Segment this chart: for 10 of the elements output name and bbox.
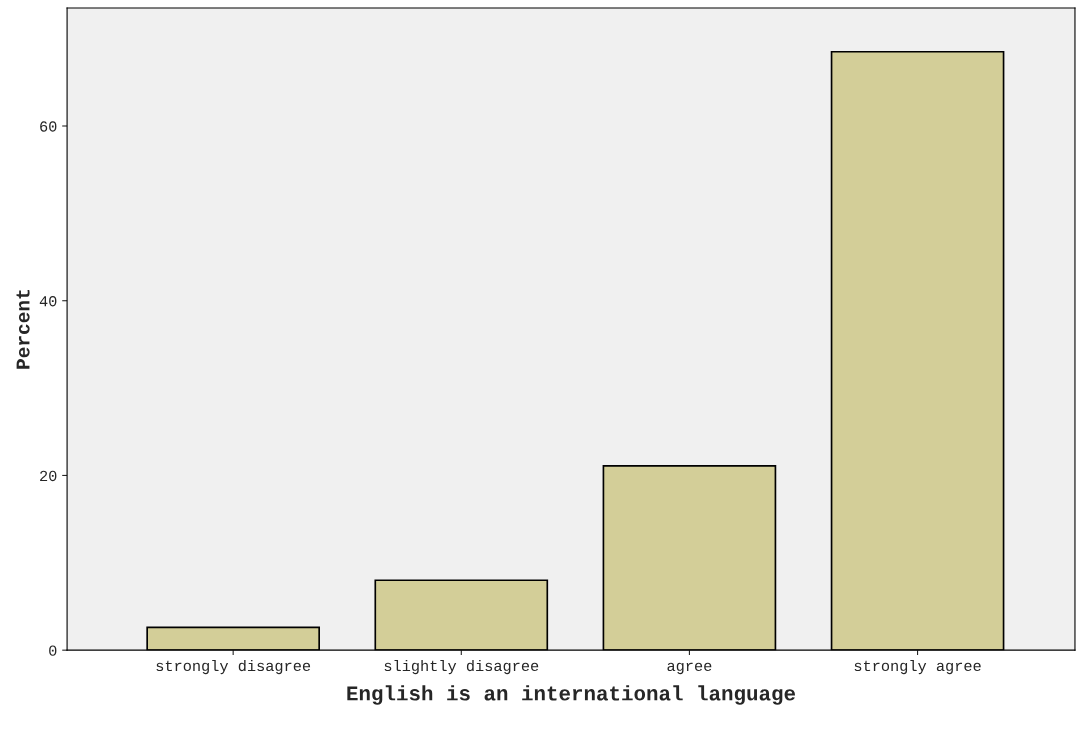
x-tick-label: strongly agree bbox=[854, 659, 981, 675]
x-axis-title: English is an international language bbox=[347, 685, 796, 705]
y-tick-label: 20 bbox=[40, 470, 57, 482]
y-axis-title: Percent bbox=[16, 290, 30, 369]
y-tick-label: 40 bbox=[39, 296, 57, 307]
x-tick-label: agree bbox=[667, 662, 712, 675]
x-tick-label: slightly disagree bbox=[384, 659, 539, 675]
y-tick-label: 60 bbox=[40, 121, 57, 132]
y-tick-label: 0 bbox=[49, 645, 57, 656]
x-tick-label: strongly disagree bbox=[156, 659, 311, 675]
